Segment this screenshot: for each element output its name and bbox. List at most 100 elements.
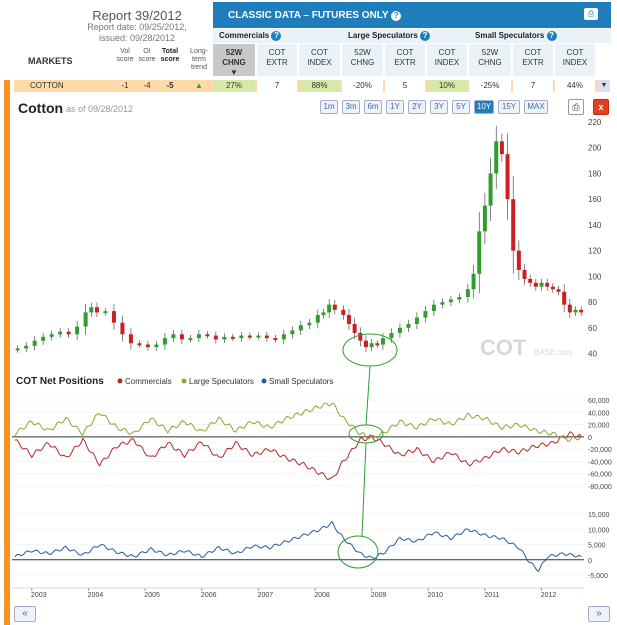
print-icon[interactable]: ⎙	[568, 99, 584, 115]
ytick-label: -60,000	[588, 472, 612, 479]
x-tick-label: 2005	[144, 592, 160, 599]
candle-body	[307, 322, 312, 326]
candle-body	[545, 282, 550, 287]
col-52w-chng-large[interactable]: 52W CHNG	[342, 44, 383, 76]
x-tick-label: 2008	[314, 592, 330, 599]
oi-score: -4	[143, 81, 151, 90]
cell-value: 7	[513, 80, 553, 92]
candle-body	[58, 331, 63, 335]
chart-title: Cotton	[18, 100, 64, 116]
range-button-6m[interactable]: 6m	[364, 100, 382, 114]
candle-body	[281, 334, 286, 340]
candle-body	[290, 330, 295, 335]
col-cot-index-small[interactable]: COT INDEX	[555, 44, 595, 76]
dropdown-arrow-icon[interactable]: ▼	[598, 80, 610, 92]
price-ytick-label: 200	[588, 144, 602, 153]
ytick-label: 40,000	[588, 410, 610, 417]
range-button-3m[interactable]: 3m	[342, 100, 360, 114]
candle-body	[332, 304, 337, 310]
net-positions-title: COT Net Positions	[16, 376, 104, 387]
candle-body	[369, 343, 374, 348]
close-icon[interactable]: x	[593, 99, 609, 115]
report-date-line: Report date: 09/25/2012,	[87, 22, 187, 32]
range-button-3y[interactable]: 3Y	[430, 100, 448, 114]
candle-body	[298, 325, 303, 331]
candle-body	[264, 335, 269, 339]
candle-body	[556, 289, 561, 292]
candle-body	[550, 286, 555, 290]
report-title: Report 39/2012	[92, 8, 182, 23]
report-date: Report date: 09/25/2012, issued: 09/28/2…	[62, 22, 212, 44]
range-button-1m[interactable]: 1m	[320, 100, 338, 114]
x-tick-label: 2006	[201, 592, 217, 599]
total-score-header: Total score	[160, 48, 180, 63]
candle-body	[205, 334, 210, 337]
help-icon[interactable]: ?	[546, 31, 557, 41]
col-cot-index-large[interactable]: COT INDEX	[427, 44, 467, 76]
candle-body	[24, 345, 29, 349]
nav-next-button[interactable]: »	[588, 606, 610, 622]
col-52w-chng-small[interactable]: 52W CHNG	[469, 44, 511, 76]
candle-body	[522, 269, 527, 279]
series-line-commercials	[14, 431, 582, 481]
cell-value: 10%	[427, 80, 467, 92]
candle-body	[94, 307, 99, 313]
nav-prev-button[interactable]: «	[14, 606, 36, 622]
ytick-label: -40,000	[588, 459, 612, 466]
candle-body	[567, 304, 572, 313]
candle-body	[477, 231, 482, 274]
price-ytick-label: 100	[588, 272, 602, 281]
range-button-1y[interactable]: 1Y	[386, 100, 404, 114]
candle-body	[448, 299, 453, 303]
series-line-large-speculators	[14, 402, 582, 442]
col-cot-extr-small[interactable]: COT EXTR	[513, 44, 553, 76]
candle-body	[213, 335, 218, 340]
watermark-base: BASE.com	[534, 348, 573, 357]
price-ytick-label: 140	[588, 221, 602, 230]
range-button-15y[interactable]: 15Y	[498, 100, 520, 114]
candle-body	[341, 309, 346, 315]
candle-body	[358, 332, 363, 341]
ytick-label: 60,000	[588, 398, 610, 405]
range-button-10y[interactable]: 10Y	[474, 100, 494, 114]
ytick-label: 20,000	[588, 423, 610, 430]
cell-value: 5	[385, 80, 425, 92]
candle-body	[321, 312, 326, 315]
range-button-5y[interactable]: 5Y	[452, 100, 470, 114]
col-cot-extr-large[interactable]: COT EXTR	[385, 44, 425, 76]
candle-body	[89, 307, 94, 313]
oi-score-header: OI score	[138, 48, 156, 63]
print-icon[interactable]: ⎙	[584, 8, 598, 20]
markets-label: MARKETS	[28, 56, 73, 66]
group-large-speculators: Large Speculators ?	[342, 29, 473, 43]
candle-body	[315, 314, 320, 323]
x-tick-label: 2010	[427, 592, 443, 599]
help-icon[interactable]: ?	[420, 31, 431, 41]
col-52w-chng-commercials[interactable]: 52W CHNG ▼	[213, 44, 255, 77]
range-button-max[interactable]: MAX	[524, 100, 548, 114]
help-icon[interactable]: ?	[391, 11, 402, 21]
market-name[interactable]: COTTON	[30, 81, 64, 90]
candle-body	[352, 323, 357, 333]
candle-body	[494, 141, 499, 174]
price-ytick-label: 60	[588, 324, 597, 333]
candle-body	[256, 335, 261, 338]
candle-body	[516, 250, 521, 270]
col-cot-index-commercials[interactable]: COT INDEX	[299, 44, 340, 76]
x-tick-label: 2004	[88, 592, 104, 599]
candle-body	[488, 173, 493, 206]
legend-marker	[117, 378, 123, 384]
candle-body	[511, 199, 516, 251]
help-icon[interactable]: ?	[271, 31, 282, 41]
ytick-label: -20,000	[588, 447, 612, 454]
candle-body	[533, 282, 538, 287]
range-button-2y[interactable]: 2Y	[408, 100, 426, 114]
issued-date-line: issued: 09/28/2012	[98, 33, 176, 43]
candle-body	[389, 332, 394, 339]
candle-body	[162, 338, 167, 345]
col-cot-extr-commercials[interactable]: COT EXTR	[257, 44, 297, 76]
candle-body	[579, 309, 584, 313]
ytick-label: 5,000	[588, 543, 606, 550]
cell-value: -20%	[342, 80, 383, 92]
candle-body	[482, 205, 487, 232]
